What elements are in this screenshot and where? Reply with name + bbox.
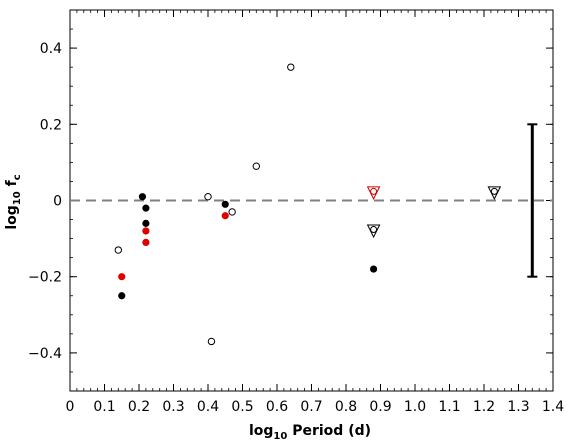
x-tick-label: 0.4 (197, 399, 219, 415)
error-bar (527, 123, 538, 278)
x-tick-label: 0.2 (128, 399, 150, 415)
data-point-open (204, 192, 212, 201)
x-tick-label: 0.1 (93, 399, 115, 415)
x-tick-label: 0.7 (300, 399, 322, 415)
y-axis-label: log10 fc (4, 174, 23, 229)
x-tick-label: 1.1 (438, 399, 460, 415)
data-points (114, 63, 502, 346)
data-point-filled (142, 227, 150, 235)
y-tick-label: 0 (53, 194, 62, 210)
y-tick-label: −0.4 (28, 346, 62, 362)
triangle-inner-circle (370, 187, 378, 195)
y-tick-label: −0.2 (28, 270, 62, 286)
data-point-triangle (366, 186, 381, 200)
x-tick-label: 0.5 (231, 399, 253, 415)
y-tick-label: 0.2 (40, 117, 62, 133)
x-tick-label: 1.3 (507, 399, 529, 415)
x-tick-label: 0 (66, 399, 75, 415)
data-point-triangle (487, 186, 502, 200)
data-point-open (207, 337, 216, 346)
y-tick-label: 0.4 (40, 41, 62, 57)
x-tick-label: 0.6 (266, 399, 288, 415)
data-point-open (252, 162, 260, 170)
x-axis-label: log10 Period (d) (249, 423, 371, 440)
tick-labels: 0 0.1 0.2 0.3 0.4 0.5 0.6 0.7 0.8 0.9 1.0 1.1 1.2 1.3… (28, 41, 564, 415)
x-tick-label: 0.3 (162, 399, 184, 415)
data-point-filled (142, 219, 150, 227)
data-point-triangle (366, 224, 381, 239)
triangle-inner-circle (490, 187, 498, 195)
data-point-open (228, 208, 236, 216)
x-tick-label: 1.4 (542, 399, 564, 415)
x-tick-label: 1.0 (404, 399, 426, 415)
data-point-filled (369, 265, 378, 273)
data-point-filled (221, 212, 229, 220)
x-tick-label: 0.8 (335, 399, 357, 415)
data-point-open (114, 246, 123, 254)
data-point-filled (142, 204, 150, 212)
data-point-filled (118, 273, 126, 281)
data-point-filled (142, 238, 150, 247)
data-point-open (287, 63, 295, 71)
data-point-filled (118, 292, 126, 300)
x-tick-label: 0.9 (369, 399, 391, 415)
data-point-filled (221, 200, 229, 208)
x-tick-label: 1.2 (473, 399, 495, 415)
triangle-inner-circle (370, 225, 378, 233)
data-point-filled (138, 193, 147, 201)
